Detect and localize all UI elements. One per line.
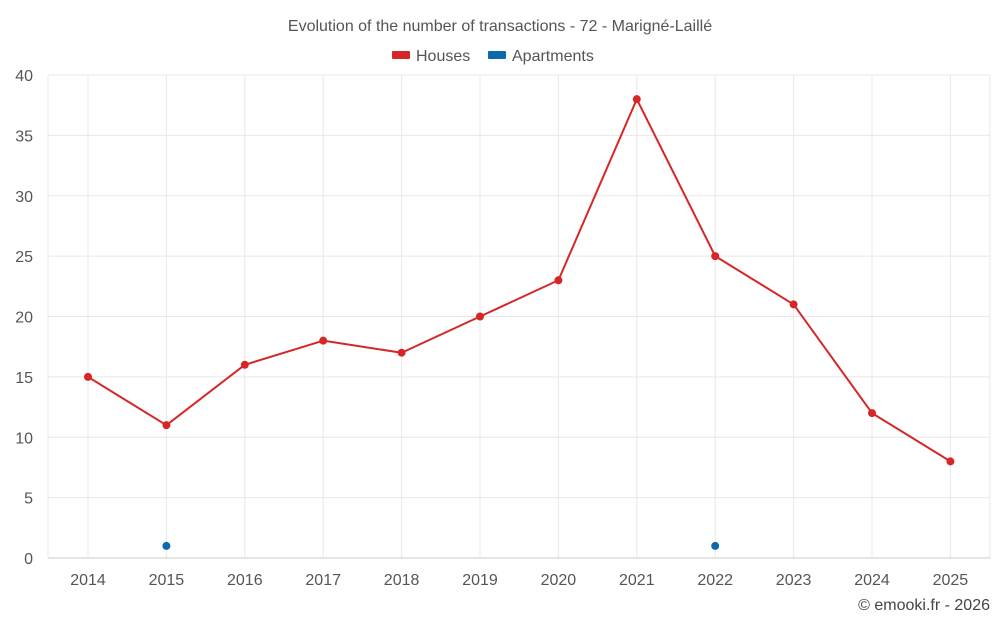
data-point-houses-2016[interactable] [240,360,249,369]
legend: Houses Apartments [392,48,594,65]
legend-item-houses[interactable]: Houses [392,48,470,65]
data-point-houses-2014[interactable] [84,372,92,381]
y-tick-label: 0 [24,551,33,568]
y-tick-label: 5 [24,491,33,508]
data-point-houses-2020[interactable] [554,276,563,285]
y-tick-label: 25 [15,249,33,266]
data-point-houses-2018[interactable] [397,348,406,357]
x-tick-label: 2024 [854,572,890,589]
series-line-houses [87,98,951,463]
y-tick-label: 35 [15,128,33,145]
x-tick-label: 2016 [227,572,263,589]
legend-label-apartments: Apartments [512,48,594,65]
legend-label-houses: Houses [416,48,470,65]
data-point-houses-2022[interactable] [711,252,720,261]
data-point-houses-2015[interactable] [162,421,171,430]
x-tick-label: 2015 [149,572,185,589]
x-tick-label: 2018 [384,572,420,589]
x-tick-label: 2021 [619,572,655,589]
x-tick-label: 2017 [305,572,341,589]
data-point-houses-2017[interactable] [319,336,328,345]
x-axis: 2014 2015 2016 2017 2018 2019 2020 2021 2022 2023… [70,572,968,589]
data-point-houses-2023[interactable] [789,300,798,309]
y-tick-label: 15 [15,370,33,387]
grid [47,74,991,559]
legend-swatch-apartments [488,51,506,59]
x-tick-label: 2019 [462,572,498,589]
legend-swatch-houses [392,51,410,59]
x-tick-label: 2020 [541,572,577,589]
x-tick-label: 2023 [776,572,812,589]
x-tick-label: 2025 [933,572,969,589]
y-tick-label: 30 [15,189,33,206]
legend-item-apartments[interactable]: Apartments [488,48,594,65]
data-point-houses-2025[interactable] [946,457,955,466]
data-point-apartments-2022[interactable] [711,541,720,550]
y-tick-label: 10 [15,430,33,447]
footer-credit: © emooki.fr - 2026 [858,597,990,614]
series [84,95,955,550]
data-point-houses-2019[interactable] [476,312,484,321]
x-tick-label: 2014 [70,572,106,589]
data-point-houses-2021[interactable] [632,95,641,104]
data-point-apartments-2015[interactable] [162,541,171,550]
y-axis: 0 5 10 15 20 25 30 35 40 [15,68,33,568]
y-tick-label: 40 [15,68,33,85]
x-tick-label: 2022 [697,572,733,589]
data-point-houses-2024[interactable] [868,409,876,418]
y-tick-label: 20 [15,310,33,327]
chart-title: Evolution of the number of transactions … [288,18,712,35]
